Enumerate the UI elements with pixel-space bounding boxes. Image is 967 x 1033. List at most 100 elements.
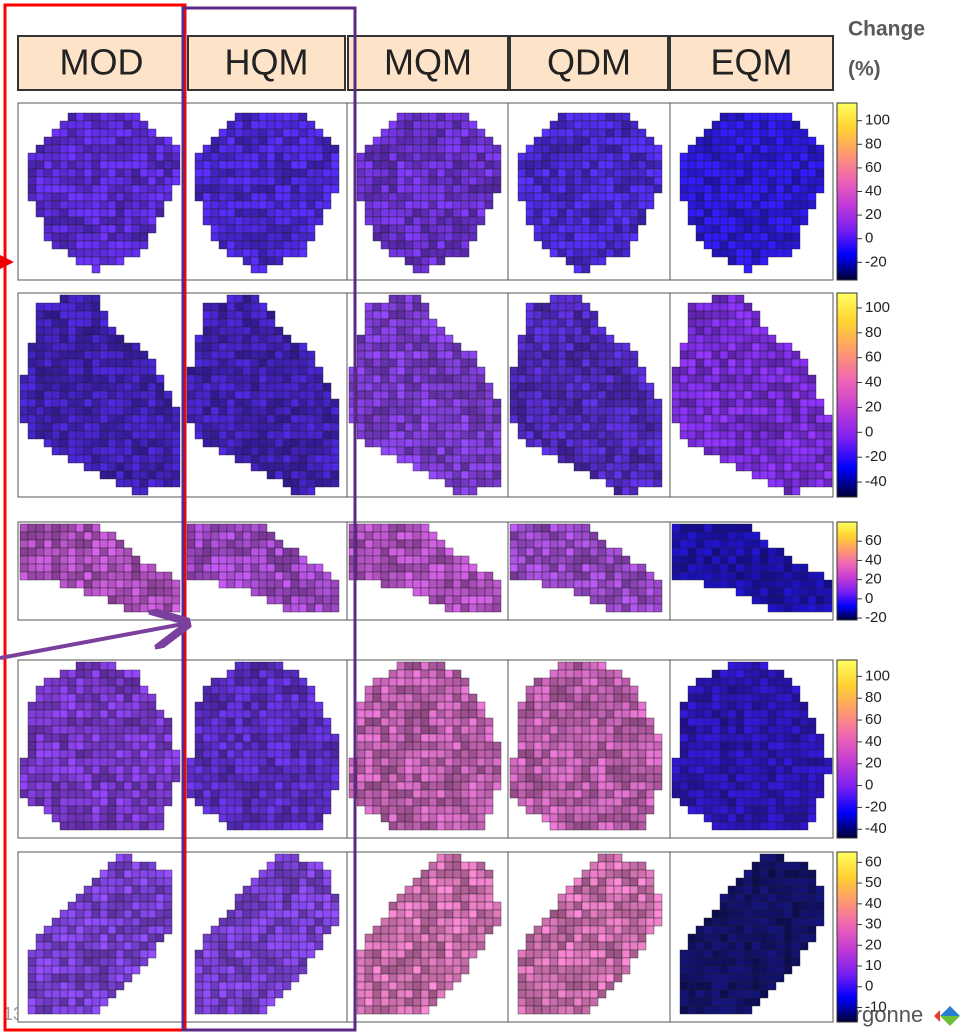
map-cell (688, 524, 696, 532)
map-cell (558, 391, 566, 399)
map-cell (760, 161, 768, 169)
map-cell (283, 383, 291, 391)
map-cell (28, 548, 36, 556)
map-cell (124, 782, 132, 790)
map-cell (116, 391, 124, 399)
map-cell (421, 257, 429, 265)
map-cell (566, 185, 574, 193)
map-cell (421, 439, 429, 447)
map-cell (477, 790, 485, 798)
map-cell (518, 185, 526, 193)
map-cell (381, 798, 389, 806)
map-cell (469, 790, 477, 798)
map-cell (60, 556, 68, 564)
map-cell (453, 487, 461, 495)
map-cell (299, 233, 307, 241)
map-cell (696, 145, 704, 153)
map-cell (164, 153, 172, 161)
map-cell (100, 463, 108, 471)
map-cell (275, 702, 283, 710)
map-cell (461, 678, 469, 686)
map-cell (132, 113, 140, 121)
map-cell (299, 351, 307, 359)
map-cell (108, 710, 116, 718)
map-cell (582, 548, 590, 556)
map-cell (453, 407, 461, 415)
map-cell (582, 556, 590, 564)
map-cell (606, 439, 614, 447)
map-cell (550, 129, 558, 137)
map-cell (267, 161, 275, 169)
map-cell (784, 604, 792, 612)
map-cell (429, 161, 437, 169)
map-cell (704, 572, 712, 580)
map-cell (373, 806, 381, 814)
map-cell (704, 383, 712, 391)
map-cell (100, 217, 108, 225)
map-cell (116, 415, 124, 423)
map-cell (389, 758, 397, 766)
map-cell (760, 137, 768, 145)
map-cell (235, 391, 243, 399)
map-cell (760, 225, 768, 233)
map-cell (768, 335, 776, 343)
map-cell (267, 564, 275, 572)
map-cell (52, 193, 60, 201)
map-cell (614, 129, 622, 137)
map-cell (275, 407, 283, 415)
map-cell (219, 169, 227, 177)
map-cell (291, 814, 299, 822)
map-cell (744, 447, 752, 455)
map-cell (92, 351, 100, 359)
map-cell (235, 335, 243, 343)
map-cell (156, 782, 164, 790)
map-cell (606, 670, 614, 678)
map-cell (92, 463, 100, 471)
map-cell (357, 524, 365, 532)
map-cell (800, 463, 808, 471)
map-cell (590, 415, 598, 423)
map-cell (582, 670, 590, 678)
map-cell (187, 524, 195, 532)
map-cell (259, 359, 267, 367)
map-cell (44, 383, 52, 391)
map-cell (405, 532, 413, 540)
map-cell (235, 564, 243, 572)
map-cell (429, 423, 437, 431)
map-cell (397, 137, 405, 145)
map-cell (638, 455, 646, 463)
map-cell (493, 415, 501, 423)
map-cell (534, 407, 542, 415)
map-cell (108, 694, 116, 702)
map-cell (275, 169, 283, 177)
map-cell (534, 185, 542, 193)
map-cell (323, 790, 331, 798)
map-cell (429, 798, 437, 806)
map-cell (760, 556, 768, 564)
map-cell (622, 399, 630, 407)
map-cell (92, 758, 100, 766)
map-cell (437, 209, 445, 217)
map-cell (397, 375, 405, 383)
map-cell (696, 351, 704, 359)
map-cell (526, 556, 534, 564)
map-cell (227, 249, 235, 257)
map-cell (405, 423, 413, 431)
map-cell (323, 718, 331, 726)
map-cell (28, 790, 36, 798)
map-cell (542, 375, 550, 383)
map-cell (582, 710, 590, 718)
map-cell (267, 375, 275, 383)
map-cell (84, 822, 92, 830)
map-cell (227, 718, 235, 726)
map-cell (140, 750, 148, 758)
map-cell (413, 319, 421, 327)
map-cell (485, 742, 493, 750)
map-cell (283, 431, 291, 439)
map-cell (397, 532, 405, 540)
map-cell (331, 758, 339, 766)
map-cell (76, 415, 84, 423)
map-cell (566, 710, 574, 718)
map-cell (235, 766, 243, 774)
map-cell (100, 532, 108, 540)
